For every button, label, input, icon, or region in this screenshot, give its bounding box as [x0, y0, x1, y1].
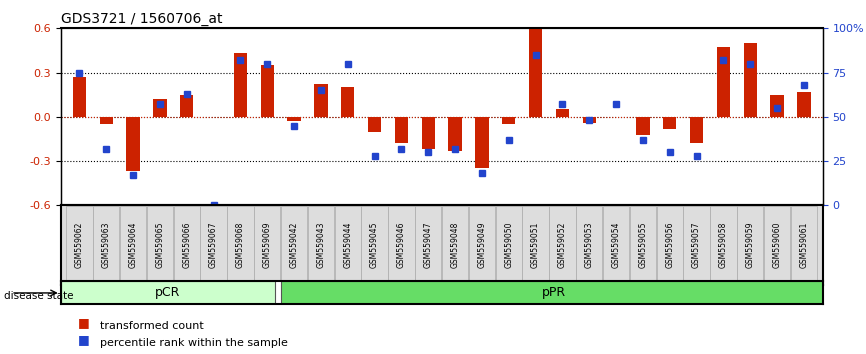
Text: GSM559047: GSM559047 [423, 222, 433, 268]
Bar [261, 65, 274, 117]
Text: GSM559055: GSM559055 [638, 222, 648, 268]
Text: GSM559062: GSM559062 [74, 222, 84, 268]
Bar [73, 77, 86, 117]
Text: GSM559043: GSM559043 [316, 222, 326, 268]
Bar [368, 117, 381, 132]
FancyBboxPatch shape [522, 206, 549, 284]
Bar [61, 281, 275, 304]
FancyBboxPatch shape [495, 206, 522, 284]
Bar [556, 109, 569, 117]
FancyBboxPatch shape [67, 206, 93, 284]
FancyBboxPatch shape [683, 206, 710, 284]
Bar [475, 117, 488, 169]
FancyBboxPatch shape [791, 206, 817, 284]
Text: GSM559059: GSM559059 [746, 222, 755, 268]
FancyBboxPatch shape [227, 206, 254, 284]
FancyBboxPatch shape [361, 206, 388, 284]
FancyBboxPatch shape [173, 206, 200, 284]
Text: GSM559053: GSM559053 [585, 222, 594, 268]
Bar [288, 117, 301, 121]
Text: GSM559057: GSM559057 [692, 222, 701, 268]
Text: pCR: pCR [155, 286, 181, 299]
Bar [717, 47, 730, 117]
Bar [771, 95, 784, 117]
FancyBboxPatch shape [307, 206, 334, 284]
Text: GSM559048: GSM559048 [450, 222, 460, 268]
FancyBboxPatch shape [120, 206, 146, 284]
FancyBboxPatch shape [630, 206, 656, 284]
Bar [180, 95, 193, 117]
Text: GSM559056: GSM559056 [665, 222, 675, 268]
FancyBboxPatch shape [281, 206, 307, 284]
Text: ■: ■ [78, 333, 90, 346]
Bar [690, 117, 703, 143]
Bar [126, 117, 139, 171]
FancyBboxPatch shape [576, 206, 603, 284]
Text: GSM559054: GSM559054 [611, 222, 621, 268]
FancyBboxPatch shape [415, 206, 442, 284]
Bar [583, 117, 596, 123]
Text: GSM559050: GSM559050 [504, 222, 514, 268]
Bar [529, 28, 542, 117]
Text: transformed count: transformed count [100, 321, 204, 331]
FancyBboxPatch shape [200, 206, 227, 284]
Bar [422, 117, 435, 149]
FancyBboxPatch shape [146, 206, 173, 284]
Text: GDS3721 / 1560706_at: GDS3721 / 1560706_at [61, 12, 222, 26]
Text: GSM559045: GSM559045 [370, 222, 379, 268]
Text: GSM559063: GSM559063 [101, 222, 111, 268]
Text: GSM559065: GSM559065 [155, 222, 165, 268]
Text: percentile rank within the sample: percentile rank within the sample [100, 338, 288, 348]
Text: GSM559069: GSM559069 [262, 222, 272, 268]
FancyBboxPatch shape [254, 206, 281, 284]
Bar [449, 117, 462, 151]
Bar [341, 87, 354, 117]
Text: GSM559066: GSM559066 [182, 222, 191, 268]
Bar [744, 43, 757, 117]
Text: GSM559052: GSM559052 [558, 222, 567, 268]
Text: GSM559049: GSM559049 [477, 222, 487, 268]
Text: ■: ■ [78, 316, 90, 329]
Bar [663, 117, 676, 129]
FancyBboxPatch shape [710, 206, 737, 284]
Text: GSM559058: GSM559058 [719, 222, 728, 268]
Bar [281, 281, 823, 304]
Bar [798, 92, 811, 117]
Text: GSM559060: GSM559060 [772, 222, 782, 268]
FancyBboxPatch shape [334, 206, 361, 284]
Text: GSM559044: GSM559044 [343, 222, 352, 268]
Text: disease state: disease state [4, 291, 74, 301]
Text: GSM559046: GSM559046 [397, 222, 406, 268]
FancyBboxPatch shape [469, 206, 495, 284]
Text: GSM559068: GSM559068 [236, 222, 245, 268]
FancyBboxPatch shape [549, 206, 576, 284]
FancyBboxPatch shape [388, 206, 415, 284]
Text: GSM559067: GSM559067 [209, 222, 218, 268]
FancyBboxPatch shape [764, 206, 791, 284]
FancyBboxPatch shape [656, 206, 683, 284]
Bar [100, 117, 113, 124]
Bar [395, 117, 408, 143]
Bar [153, 99, 166, 117]
Text: GSM559042: GSM559042 [289, 222, 299, 268]
FancyBboxPatch shape [603, 206, 630, 284]
Bar [637, 117, 650, 135]
Text: GSM559061: GSM559061 [799, 222, 809, 268]
Bar [314, 84, 327, 117]
Text: pPR: pPR [542, 286, 566, 299]
Bar [502, 117, 515, 124]
FancyBboxPatch shape [737, 206, 764, 284]
Bar [234, 53, 247, 117]
FancyBboxPatch shape [93, 206, 120, 284]
Text: GSM559064: GSM559064 [128, 222, 138, 268]
FancyBboxPatch shape [442, 206, 469, 284]
Text: GSM559051: GSM559051 [531, 222, 540, 268]
